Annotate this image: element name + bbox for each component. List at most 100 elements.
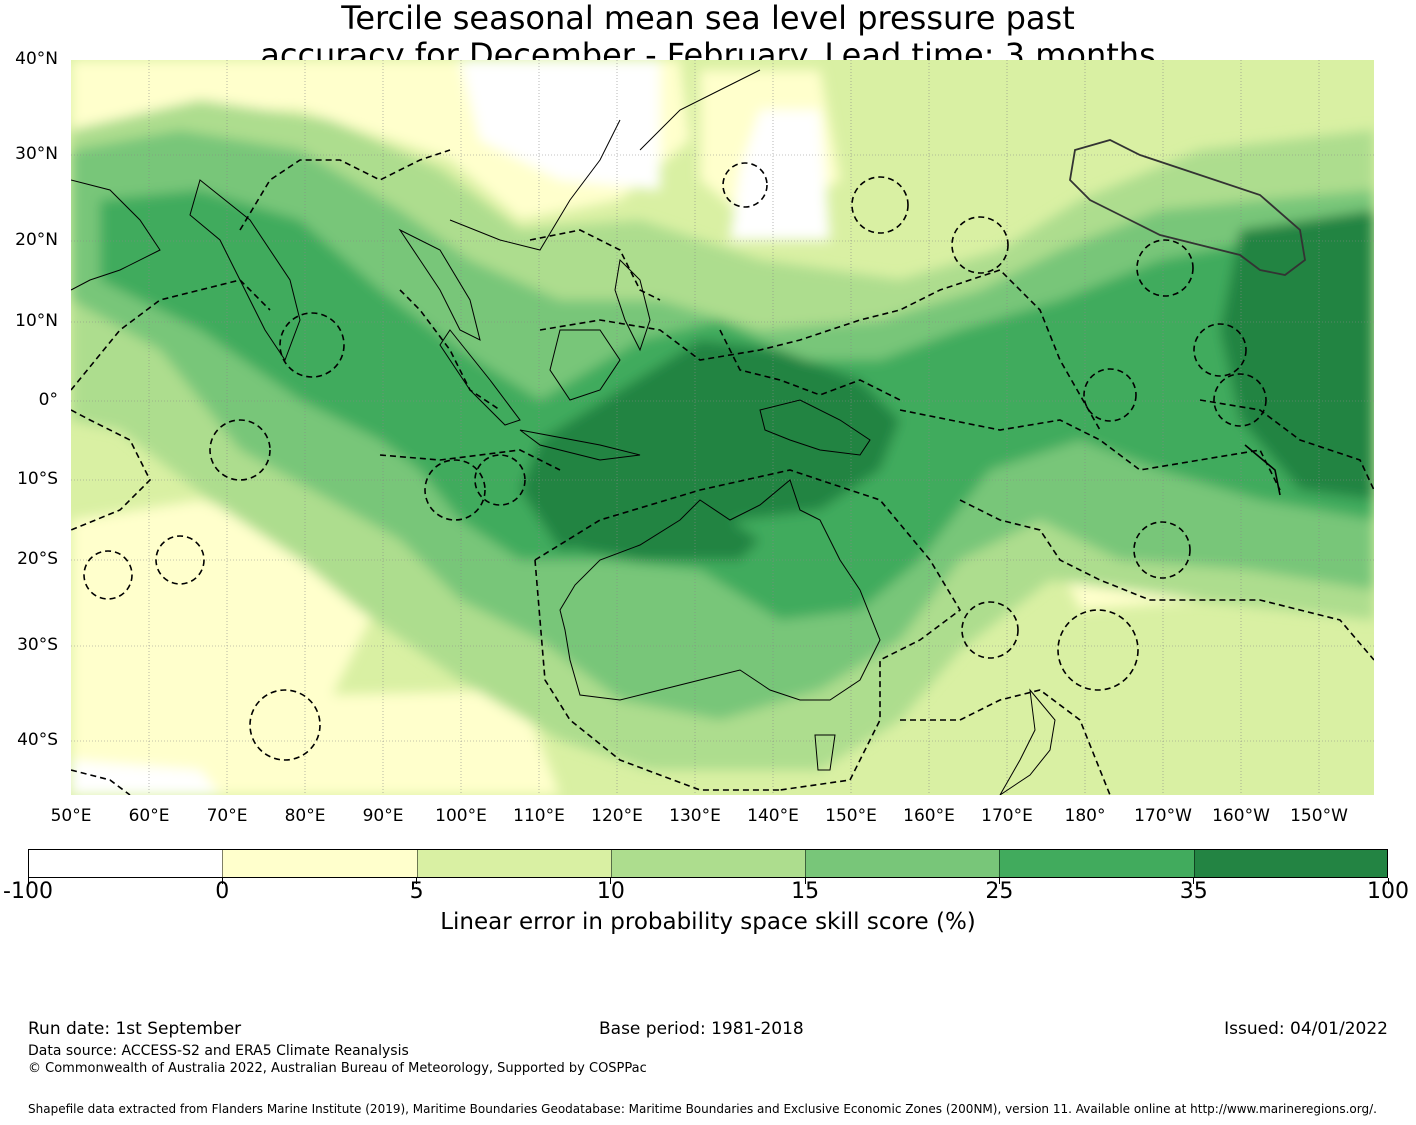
lat-label-10s: 10°S — [17, 469, 58, 489]
skill-score-map — [71, 60, 1374, 795]
lat-label-20s: 20°S — [17, 549, 58, 569]
colorbar-tick-label: 0 — [215, 879, 230, 904]
eez-line — [534, 559, 780, 791]
skill-band-35-100-central-pacific — [1220, 210, 1374, 500]
colorbar-segment — [28, 849, 223, 878]
colorbar-divider — [805, 849, 807, 878]
colorbar-divider — [416, 849, 418, 878]
colorbar-tick — [221, 878, 223, 884]
colorbar-tick — [1387, 878, 1389, 884]
eez-circle — [83, 550, 133, 600]
lon-label-100e: 100°E — [435, 806, 487, 826]
colorbar-tick-label: 5 — [409, 879, 424, 904]
colorbar-divider — [610, 849, 612, 878]
lon-label-170e: 170°E — [981, 806, 1033, 826]
colorbar-divider — [222, 849, 224, 878]
colorbar-tick — [804, 878, 806, 884]
lat-label-30n: 30°N — [15, 144, 58, 164]
lat-label-40n: 40°N — [15, 49, 58, 69]
lat-label-10n: 10°N — [15, 311, 58, 331]
eez-line — [539, 269, 1101, 431]
base-period: Base period: 1981-2018 — [599, 1019, 804, 1039]
philippines-coast — [614, 258, 651, 352]
colorbar-tick-label: 10 — [596, 879, 625, 904]
eez-line — [239, 149, 451, 231]
colorbar-tick-label: 35 — [1179, 879, 1208, 904]
colorbar-segment — [416, 849, 611, 878]
shapefile-credit: Shapefile data extracted from Flanders M… — [28, 1102, 1377, 1116]
issued-date: Issued: 04/01/2022 — [1224, 1019, 1388, 1039]
eez-circle — [722, 162, 768, 208]
colorbar-tick-label: 25 — [985, 879, 1014, 904]
lon-label-170w: 170°W — [1134, 806, 1192, 826]
colorbar-tick — [998, 878, 1000, 884]
colorbar-segment — [999, 849, 1194, 878]
eez-circle — [209, 419, 271, 481]
lon-label-150e: 150°E — [825, 806, 877, 826]
lat-label-30s: 30°S — [17, 635, 58, 655]
eez-circle — [249, 689, 321, 761]
eez-line — [71, 409, 151, 531]
skill-band-35-100-australia-north — [580, 500, 760, 560]
copyright: © Commonwealth of Australia 2022, Austra… — [28, 1061, 647, 1076]
eez-line — [399, 289, 501, 411]
map-gridlines — [71, 60, 1374, 795]
new-guinea-coast — [759, 399, 871, 456]
colorbar-segment — [805, 849, 1000, 878]
colorbar-tick — [27, 878, 29, 884]
colorbar-label: Linear error in probability space skill … — [440, 909, 976, 935]
lat-label-20n: 20°N — [15, 230, 58, 250]
eez-circle — [1133, 521, 1191, 579]
eez-line — [959, 499, 1374, 661]
eez-circle — [951, 216, 1009, 274]
eez-circle — [474, 454, 526, 506]
lon-label-140e: 140°E — [747, 806, 799, 826]
india-coast — [189, 179, 301, 362]
hawaii-eez-outline — [1069, 139, 1306, 276]
skill-band-negative-northwest-pacific — [730, 110, 830, 240]
java-coast — [519, 429, 641, 461]
colorbar-tick — [610, 878, 612, 884]
sumatra-coast — [439, 329, 521, 426]
colorbar-tick — [416, 878, 418, 884]
eez-circle — [1193, 323, 1247, 377]
lon-label-80e: 80°E — [284, 806, 326, 826]
eez-circle — [1213, 373, 1267, 427]
china-coast — [449, 119, 621, 251]
map-title-line-1: Tercile seasonal mean sea level pressure… — [341, 0, 1075, 37]
colorbar-tick-label: -100 — [3, 879, 53, 904]
eez-circle — [851, 176, 909, 234]
japan-coast — [639, 69, 761, 151]
eez-line — [379, 449, 561, 471]
eez-line — [529, 229, 661, 301]
lon-label-50e: 50°E — [50, 806, 92, 826]
eez-circle — [155, 535, 205, 585]
lon-label-150w: 150°W — [1290, 806, 1348, 826]
date-line-boundary — [1244, 444, 1281, 496]
new-zealand-coast — [999, 688, 1056, 795]
eez-circle — [1057, 609, 1139, 691]
colorbar-segment — [222, 849, 417, 878]
eez-line — [534, 469, 962, 791]
lon-label-70e: 70°E — [206, 806, 248, 826]
lon-label-90e: 90°E — [362, 806, 404, 826]
coastlines — [71, 69, 1056, 795]
arabia-coast — [71, 179, 161, 291]
skill-band-0-5-south — [120, 690, 560, 795]
lon-label-160e: 160°E — [903, 806, 955, 826]
lat-label-equator: 0° — [38, 390, 58, 410]
colorbar-divider — [999, 849, 1001, 878]
lon-label-160w: 160°W — [1212, 806, 1270, 826]
colorbar-segment — [610, 849, 806, 878]
colorbar-tick — [1193, 878, 1195, 884]
colorbar-tick-label: 100 — [1367, 879, 1409, 904]
eez-circle — [279, 312, 345, 378]
lon-label-180: 180° — [1064, 806, 1106, 826]
skill-band-35-100-maritime-continent — [520, 340, 900, 550]
data-source: Data source: ACCESS-S2 and ERA5 Climate … — [28, 1043, 409, 1059]
eez-line — [1199, 399, 1374, 491]
eez-circle — [424, 459, 486, 521]
lon-label-130e: 130°E — [669, 806, 721, 826]
lon-label-60e: 60°E — [128, 806, 170, 826]
lon-label-120e: 120°E — [591, 806, 643, 826]
